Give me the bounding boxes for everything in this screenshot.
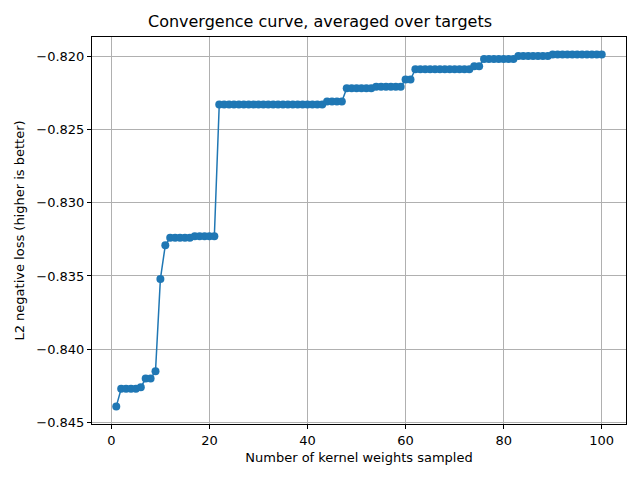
svg-text:80: 80	[495, 433, 512, 448]
svg-text:L2 negative loss (higher is be: L2 negative loss (higher is better)	[12, 120, 27, 340]
svg-text:−0.845: −0.845	[36, 415, 84, 430]
svg-text:−0.830: −0.830	[36, 195, 84, 210]
svg-text:20: 20	[201, 433, 218, 448]
svg-text:Number of kernel weights sampl: Number of kernel weights sampled	[245, 450, 472, 465]
svg-text:−0.825: −0.825	[36, 122, 84, 137]
svg-text:60: 60	[397, 433, 414, 448]
svg-text:Convergence curve, averaged ov: Convergence curve, averaged over targets	[148, 12, 492, 31]
svg-text:0: 0	[107, 433, 115, 448]
svg-text:−0.820: −0.820	[36, 49, 84, 64]
svg-text:100: 100	[589, 433, 614, 448]
svg-text:40: 40	[299, 433, 316, 448]
svg-text:−0.840: −0.840	[36, 342, 84, 357]
svg-text:−0.835: −0.835	[36, 268, 84, 283]
